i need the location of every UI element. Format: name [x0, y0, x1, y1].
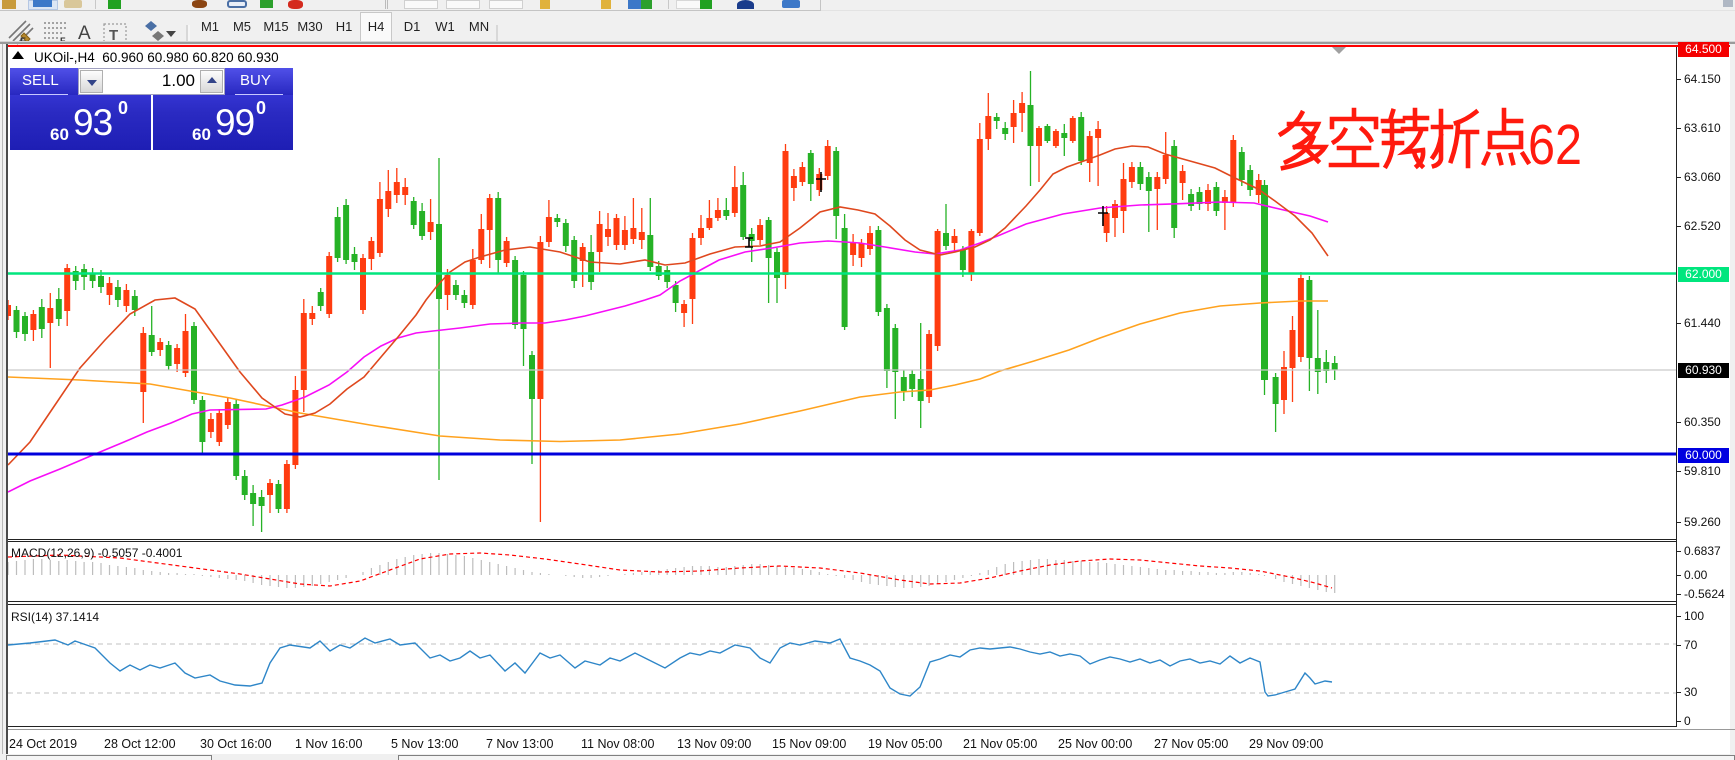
svg-text:F: F: [60, 36, 66, 45]
svg-text:E: E: [20, 36, 26, 45]
svg-text:A: A: [78, 23, 91, 44]
svg-text:T: T: [109, 27, 118, 44]
svg-text:62: 62: [1528, 113, 1582, 177]
